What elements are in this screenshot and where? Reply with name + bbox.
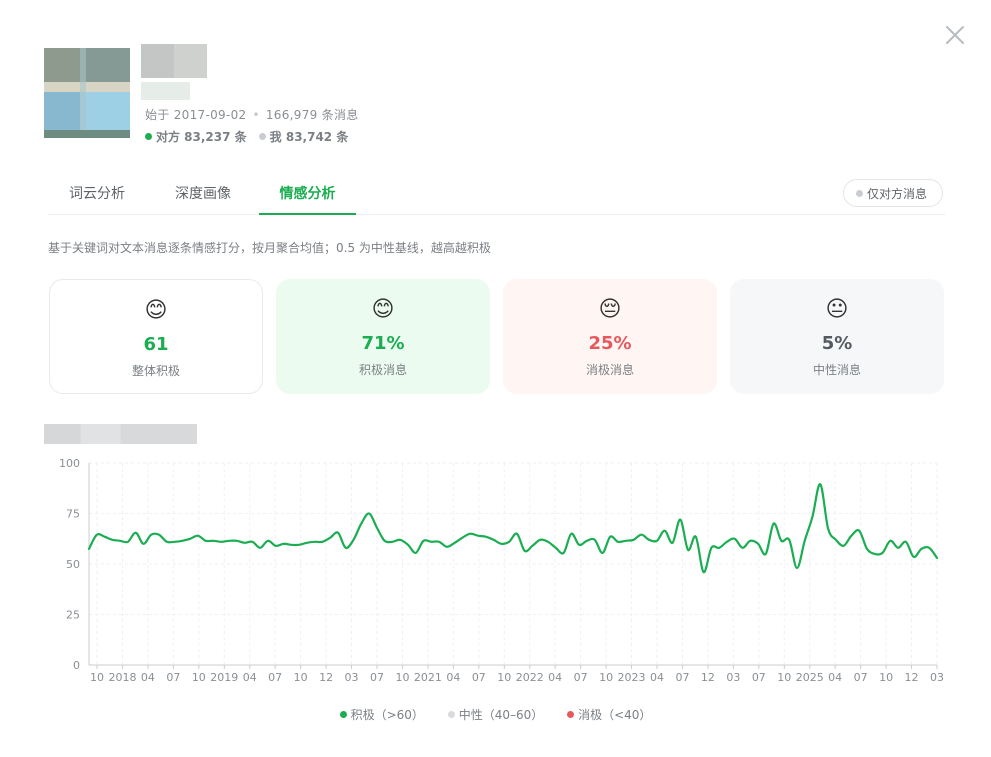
close-icon [946, 26, 964, 44]
sentiment-trend-chart: 0 25 50 75 100 10 2018 04 07 10 2019 04 07 10 12 03 07 10… [59, 457, 944, 684]
since-date: 始于 2017-09-02 [145, 108, 247, 122]
x-tick-label: 04 [446, 671, 460, 684]
x-tick-label: 10 [777, 671, 791, 684]
x-tick-label: 10 [192, 671, 206, 684]
x-tick-label: 10 [599, 671, 613, 684]
x-tick-label: 2023 [618, 671, 646, 684]
me-count: 我 83,742 条 [269, 130, 349, 144]
x-tick-label: 04 [548, 671, 562, 684]
legend-neutral[interactable]: 中性（40–60） [447, 706, 544, 723]
x-tick-label: 04 [141, 671, 155, 684]
contact-name-redacted [141, 44, 207, 78]
chart-title-redacted [44, 424, 197, 444]
x-tick-label: 2022 [516, 671, 544, 684]
x-tick-label: 10 [90, 671, 104, 684]
legend-positive-dot-icon [339, 711, 347, 718]
neutral-messages-card: 😐 5% 中性消息 [730, 279, 944, 394]
pensive-emoji-icon: 😔 [598, 297, 622, 322]
y-tick-label: 100 [59, 457, 80, 470]
x-tick-label: 2018 [108, 671, 136, 684]
x-tick-label: 07 [268, 671, 282, 684]
x-tick-label: 03 [345, 671, 359, 684]
legend-positive[interactable]: 积极（>60） [339, 706, 424, 723]
x-tick-label: 03 [726, 671, 740, 684]
x-tick-label: 07 [675, 671, 689, 684]
neutral-messages-value: 5% [821, 333, 853, 354]
tab-deep-profile[interactable]: 深度画像 [175, 186, 231, 202]
positive-messages-card: 😊 71% 积极消息 [276, 279, 490, 394]
neutral-emoji-icon: 😐 [825, 297, 849, 322]
chat-meta: 始于 2017-09-02 • 166,979 条消息 [145, 106, 359, 123]
x-tick-label: 03 [930, 671, 944, 684]
x-tick-label: 04 [243, 671, 257, 684]
sentiment-description: 基于关键词对文本消息逐条情感打分，按月聚合均值；0.5 为中性基线，越高越积极 [48, 241, 491, 255]
tab-word-cloud[interactable]: 词云分析 [69, 186, 125, 202]
them-count: 对方 83,237 条 [156, 130, 247, 144]
filter-dot-icon [856, 190, 863, 197]
me-dot-icon [258, 133, 266, 140]
positive-messages-value: 71% [361, 333, 405, 354]
negative-messages-label: 消极消息 [585, 363, 634, 377]
x-tick-label: 07 [472, 671, 486, 684]
only-them-filter-button[interactable]: 仅对方消息 [843, 179, 943, 207]
y-tick-label: 50 [66, 558, 80, 571]
negative-messages-card: 😔 25% 消极消息 [503, 279, 717, 394]
legend-negative-label: 消极（<40） [578, 708, 652, 722]
x-tick-label: 12 [905, 671, 919, 684]
close-button[interactable] [944, 24, 966, 46]
x-tick-label: 07 [574, 671, 588, 684]
legend-negative-dot-icon [567, 711, 575, 718]
tab-sentiment[interactable]: 情感分析 [259, 172, 356, 215]
meta-separator: • [252, 108, 260, 122]
legend-neutral-label: 中性（40–60） [458, 708, 544, 722]
x-tick-label: 10 [497, 671, 511, 684]
legend-neutral-dot-icon [447, 711, 455, 718]
smile-emoji-icon: 😊 [144, 298, 168, 323]
legend-positive-label: 积极（>60） [350, 708, 424, 722]
x-tick-label: 12 [701, 671, 715, 684]
analysis-tabs: 词云分析 深度画像 情感分析 [48, 172, 945, 215]
x-tick-label: 2019 [210, 671, 238, 684]
them-dot-icon [145, 133, 152, 140]
smile-emoji-icon: 😊 [371, 297, 395, 322]
x-tick-label: 12 [319, 671, 333, 684]
x-tick-label: 10 [395, 671, 409, 684]
y-tick-label: 0 [73, 659, 80, 672]
y-tick-label: 25 [66, 609, 80, 622]
y-tick-label: 75 [66, 508, 80, 521]
x-tick-label: 04 [650, 671, 664, 684]
overall-positive-value: 61 [143, 334, 169, 355]
x-tick-label: 2021 [414, 671, 442, 684]
x-tick-label: 2025 [796, 671, 824, 684]
overall-positive-label: 整体积极 [131, 364, 180, 378]
x-tick-label: 07 [370, 671, 384, 684]
sentiment-series-line [87, 483, 939, 574]
x-tick-label: 07 [854, 671, 868, 684]
negative-messages-value: 25% [588, 333, 632, 354]
filter-label: 仅对方消息 [867, 187, 928, 201]
x-tick-label: 07 [166, 671, 180, 684]
x-tick-label: 04 [828, 671, 842, 684]
chart-legend: 积极（>60） 中性（40–60） 消极（<40） [0, 706, 991, 723]
total-messages: 166,979 条消息 [265, 108, 359, 122]
message-counts: 对方 83,237 条 我 83,742 条 [145, 128, 348, 145]
legend-negative[interactable]: 消极（<40） [567, 706, 651, 723]
x-tick-label: 10 [294, 671, 308, 684]
x-tick-label: 07 [752, 671, 766, 684]
neutral-messages-label: 中性消息 [812, 363, 861, 377]
positive-messages-label: 积极消息 [358, 363, 407, 377]
x-tick-label: 10 [879, 671, 893, 684]
avatar [44, 48, 130, 138]
contact-subtitle-redacted [141, 82, 190, 100]
overall-positive-card: 😊 61 整体积极 [49, 279, 263, 394]
